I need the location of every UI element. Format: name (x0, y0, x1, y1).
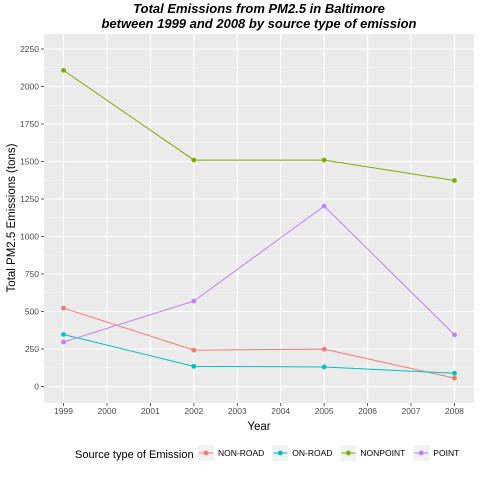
x-tick-label: 2002 (184, 406, 203, 416)
x-axis-title: Year (247, 421, 270, 433)
data-point-nonpoint (321, 157, 327, 163)
data-point-nonpoint (61, 67, 66, 73)
x-tick-label: 2000 (98, 406, 117, 416)
y-axis-title: Total PM2.5 Emissions (tons) (6, 143, 18, 292)
x-tick-label: 2005 (315, 406, 334, 416)
y-tick-label: 2000 (20, 82, 39, 92)
legend-key-point (277, 450, 283, 456)
x-tick-label: 2004 (271, 406, 290, 416)
y-tick-label: 2250 (20, 44, 39, 54)
data-point-point (321, 203, 327, 209)
y-axis: 0 250 500 750 1000 1250 1500 1750 2000 2250 (20, 44, 44, 392)
data-point-nonpoint (452, 178, 457, 183)
y-tick-label: 0 (34, 382, 39, 392)
legend-title: Source type of Emission (75, 449, 194, 461)
y-tick-label: 1250 (20, 194, 39, 204)
legend-label-nonpoint: NONPOINT (360, 448, 405, 458)
grid-minor (44, 67, 474, 369)
legend-item-non-road: NON-ROAD (198, 445, 264, 461)
series-line-non-road (63, 307, 455, 379)
data-point-point (452, 332, 457, 338)
legend-label-non-road: NON-ROAD (218, 448, 264, 458)
y-tick-label: 250 (25, 344, 39, 354)
series-lines (63, 69, 455, 379)
legend-key-point (346, 450, 351, 456)
legend-item-on-road: ON-ROAD (272, 445, 332, 461)
legend-items: NON-ROAD ON-ROAD NONPOINT POINT (198, 445, 459, 461)
x-axis: 1999 2000 2001 2002 2003 2004 2005 2006 2007 2008 (54, 403, 464, 416)
legend: Source type of Emission NON-ROAD ON-ROAD N… (75, 445, 459, 461)
data-point-on-road (452, 370, 457, 376)
data-point-non-road (452, 375, 457, 381)
chart-title: Total Emissions from PM2.5 in Baltimore (133, 1, 385, 16)
series-line-on-road (63, 333, 455, 374)
data-point-on-road (191, 363, 197, 369)
series-line-point (63, 205, 455, 343)
y-tick-label: 500 (25, 307, 39, 317)
x-tick-label: 1999 (54, 406, 73, 416)
legend-label-on-road: ON-ROAD (292, 448, 332, 458)
data-point-non-road (191, 347, 197, 353)
data-point-point (61, 339, 66, 345)
data-point-on-road (61, 332, 66, 337)
x-tick-label: 2007 (402, 406, 421, 416)
y-tick-label: 1000 (20, 232, 39, 242)
data-point-on-road (321, 364, 327, 370)
series-line-nonpoint (63, 69, 455, 182)
y-tick-label: 750 (25, 269, 39, 279)
data-point-non-road (61, 305, 66, 311)
x-tick-label: 2008 (445, 406, 464, 416)
plot-background (44, 34, 474, 403)
x-tick-label: 2003 (228, 406, 247, 416)
y-tick-label: 1750 (20, 119, 39, 129)
y-tick-label: 1500 (20, 157, 39, 167)
series-points (61, 67, 457, 381)
data-point-nonpoint (191, 157, 197, 163)
x-tick-label: 2006 (358, 406, 377, 416)
data-point-point (191, 298, 197, 304)
chart-subtitle: between 1999 and 2008 by source type of … (101, 16, 416, 31)
legend-key-point (418, 450, 424, 456)
grid-major (44, 34, 474, 403)
legend-item-nonpoint: NONPOINT (340, 445, 405, 461)
x-tick-label: 2001 (141, 406, 160, 416)
legend-item-point: POINT (413, 445, 459, 461)
legend-key-point (203, 450, 209, 456)
legend-label-point: POINT (433, 448, 459, 458)
data-point-non-road (321, 346, 327, 352)
